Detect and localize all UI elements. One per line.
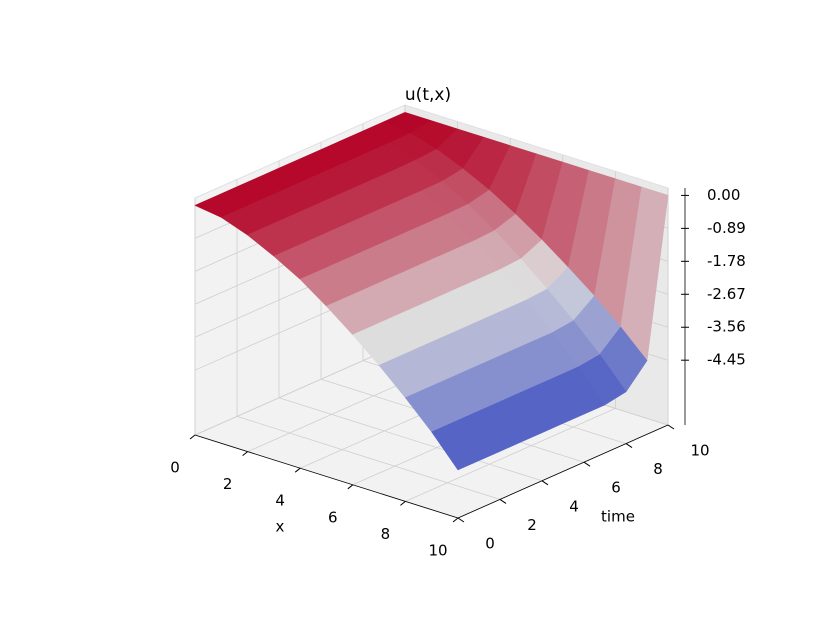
y-tick-label: 10 [690,442,709,460]
z-tick-label: -2.67 [707,285,746,303]
y-tick [625,443,633,449]
y-tick [457,517,465,523]
x-axis-line [194,434,459,519]
grid-line [278,397,543,482]
x-tick-label: 0 [170,459,180,477]
x-tick [347,484,354,490]
grid-line [236,416,501,500]
surface-patch [431,422,480,471]
z-tick-label: -3.56 [707,318,746,336]
x-tick-label: 2 [223,475,233,493]
x-tick-label: 4 [275,492,285,510]
x-tick [400,501,406,506]
y-tick-label: 0 [485,535,495,553]
y-tick-label: 4 [569,497,579,515]
y-axis-label: time [601,508,635,526]
y-tick [667,424,675,430]
y-tick-label: 8 [653,460,663,478]
x-tick [189,434,196,440]
z-tick-label: -4.45 [707,351,746,369]
z-tick-label: 0.00 [707,186,740,204]
y-tick [583,461,591,467]
y-tick [541,480,549,486]
x-tick-label: 10 [428,542,447,560]
x-tick [242,451,248,456]
y-tick [499,498,507,504]
y-axis-line [457,424,669,519]
chart-title: u(t,x) [405,85,451,105]
z-tick-label: -1.78 [707,252,746,270]
y-tick-label: 6 [611,479,621,497]
grid-line [405,408,616,502]
grid-line [194,341,406,436]
x-tick-label: 6 [328,508,338,526]
x-axis-label: x [276,518,285,536]
x-tick-label: 8 [381,525,391,543]
x-tick [452,517,459,523]
y-tick-label: 2 [527,516,537,534]
z-tick-label: -0.89 [707,219,746,237]
x-tick [294,467,301,473]
